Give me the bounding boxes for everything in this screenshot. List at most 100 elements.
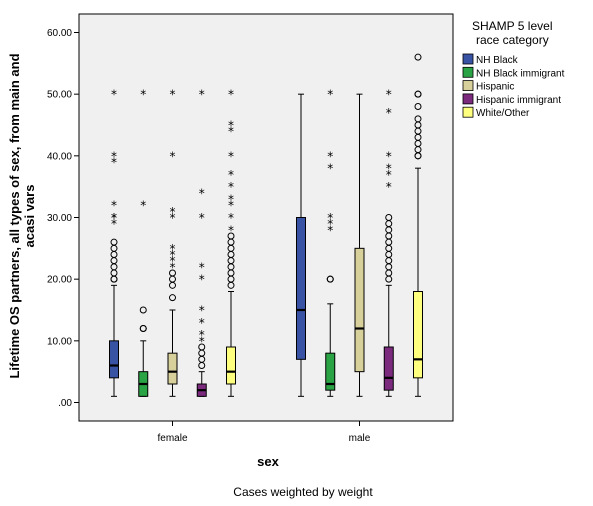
- legend-label: Hispanic immigrant: [476, 95, 561, 106]
- extreme-star: *: [140, 199, 146, 213]
- x-tick-label: female: [157, 433, 187, 444]
- outlier-circle: [414, 103, 422, 110]
- box-hispanic-immigrant-female: *********: [196, 88, 207, 397]
- extreme-star: *: [170, 260, 176, 274]
- outlier-circle: [110, 238, 118, 246]
- y-tick-label: 60.00: [47, 28, 72, 39]
- outlier-circle: [227, 232, 235, 240]
- extreme-star: *: [386, 162, 392, 176]
- outlier-circle: [414, 115, 422, 123]
- extreme-star: *: [327, 88, 333, 102]
- extreme-star: *: [170, 242, 176, 256]
- legend-swatch: [462, 106, 474, 118]
- box-iqr: [325, 352, 336, 391]
- extreme-star: *: [111, 88, 117, 102]
- box-hispanic-male: [354, 93, 365, 397]
- box-nh-black-immigrant-male: ******: [325, 88, 336, 397]
- extreme-star: *: [170, 88, 176, 102]
- box-iqr: [296, 217, 306, 360]
- box-iqr: [226, 346, 236, 385]
- extreme-star: *: [327, 162, 333, 176]
- extreme-star: *: [199, 260, 205, 274]
- extreme-star: *: [111, 156, 117, 170]
- extreme-star: *: [111, 211, 117, 225]
- y-tick-label: 30.00: [47, 213, 72, 224]
- legend-swatch: [462, 93, 474, 105]
- extreme-star: *: [170, 254, 176, 268]
- extreme-star: *: [111, 217, 117, 231]
- extreme-star: *: [327, 149, 333, 163]
- y-tick-label: 10.00: [47, 336, 72, 347]
- extreme-star: *: [111, 211, 117, 225]
- extreme-star: *: [386, 149, 392, 163]
- extreme-star: *: [327, 223, 333, 237]
- legend-label: Hispanic: [476, 82, 514, 93]
- outlier-circle: [198, 343, 206, 351]
- legend-label: White/Other: [476, 108, 530, 119]
- extreme-star: *: [199, 316, 205, 330]
- x-axis-title: sex: [257, 454, 279, 469]
- extreme-star: *: [228, 125, 234, 139]
- x-tick-label: male: [349, 433, 371, 444]
- legend-swatch: [462, 53, 474, 65]
- extreme-star: *: [386, 106, 392, 120]
- outlier-circle: [414, 53, 422, 61]
- extreme-star: *: [111, 149, 117, 163]
- box-nh-black-female: *******: [109, 88, 119, 397]
- outlier-circle: [385, 214, 393, 221]
- extreme-star: *: [170, 149, 176, 163]
- box-iqr: [167, 352, 178, 385]
- legend-title-line1: SHAMP 5 level: [472, 19, 552, 33]
- outlier-circle: [169, 294, 176, 302]
- box-iqr: [354, 247, 365, 373]
- extreme-star: *: [170, 211, 176, 225]
- extreme-star: *: [170, 205, 176, 219]
- legend-swatch: [462, 66, 474, 78]
- extreme-star: *: [199, 186, 205, 200]
- outlier-circle: [326, 275, 334, 283]
- y-tick-label: 20.00: [47, 275, 72, 286]
- extreme-star: *: [386, 168, 392, 182]
- y-axis: .00 10.00 20.00 30.00 40.00 50.00 60.00: [47, 28, 79, 409]
- extreme-star: *: [199, 88, 205, 102]
- extreme-star: *: [199, 334, 205, 348]
- box-nh-black-immigrant-female: **: [138, 88, 149, 397]
- extreme-star: *: [228, 119, 234, 133]
- legend-label: NH Black immigrant: [476, 68, 565, 79]
- box-iqr: [413, 291, 423, 379]
- extreme-star: *: [228, 168, 234, 182]
- extreme-star: *: [386, 88, 392, 102]
- extreme-star: *: [140, 88, 146, 102]
- extreme-star: *: [199, 304, 205, 318]
- legend-items: NH Black NH Black immigrant Hispanic Hispan…: [462, 53, 565, 119]
- box-hispanic-female: ********: [167, 88, 178, 397]
- extreme-star: *: [228, 149, 234, 163]
- extreme-star: *: [111, 199, 117, 213]
- extreme-star: *: [199, 211, 205, 225]
- outlier-circle: [414, 90, 422, 98]
- extreme-star: *: [228, 199, 234, 213]
- y-tick-label: 40.00: [47, 151, 72, 162]
- y-axis-title-line2: acasi vars: [22, 185, 37, 248]
- box-white-other-female: **********: [226, 88, 236, 397]
- extreme-star: *: [228, 180, 234, 194]
- plot-background: [78, 13, 454, 422]
- footnote: Cases weighted by weight: [233, 485, 373, 499]
- box-iqr: [109, 340, 119, 379]
- box-white-other-male: [413, 53, 423, 397]
- outlier-circle: [169, 269, 176, 277]
- extreme-star: *: [228, 88, 234, 102]
- extreme-star: *: [327, 217, 333, 231]
- box-series-group: ****************************************…: [109, 53, 423, 397]
- extreme-star: *: [228, 223, 234, 237]
- extreme-star: *: [386, 180, 392, 194]
- y-tick-label: 50.00: [47, 90, 72, 101]
- extreme-star: *: [199, 328, 205, 342]
- box-hispanic-immigrant-male: ******: [383, 88, 394, 397]
- x-axis: female male: [157, 421, 371, 444]
- outlier-circle: [139, 325, 147, 332]
- extreme-star: *: [199, 273, 205, 287]
- extreme-star: *: [170, 248, 176, 262]
